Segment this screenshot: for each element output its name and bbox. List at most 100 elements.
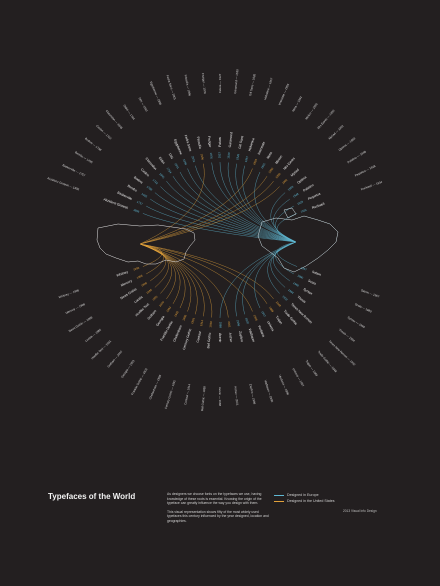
typeface-year-label: 2000	[158, 300, 165, 308]
connection-curve	[242, 241, 297, 315]
typeface-name-label: Frutiger	[207, 136, 212, 149]
typeface-name-label: Garamond	[228, 132, 234, 148]
typeface-outer-label: Century Gothic — 1991	[164, 379, 177, 409]
typeface-year-label: 1845	[158, 172, 165, 180]
typeface-outer-label: Bodoni — 1798	[84, 137, 103, 153]
typeface-name-label: Sabon	[311, 270, 321, 277]
typeface-outer-label: Gill Sans — 1926	[248, 73, 257, 96]
typeface-year-label: 1996	[253, 314, 259, 322]
typeface-name-label: Centaur	[196, 330, 202, 343]
typeface-outer-label: Thesis — 1994	[338, 328, 356, 343]
typeface-outer-label: Centaur — 1914	[183, 383, 191, 405]
typeface-name-label: Trade Gothic	[283, 309, 299, 326]
typeface-outer-label: Clarendon — 1845	[105, 109, 124, 130]
typeface-name-label: Gotham	[147, 309, 158, 321]
typeface-outer-label: Optima — 1958	[338, 136, 357, 152]
legend-label: Designed in Europe	[287, 493, 319, 497]
typeface-outer-label: Filosofia — 1996	[184, 74, 192, 96]
connection-curve	[254, 241, 297, 309]
typeface-name-label: Lucida	[133, 295, 143, 304]
typeface-year-label: 1908	[140, 281, 148, 288]
typeface-outer-label: Garamond — 1530	[233, 69, 240, 94]
typeface-outer-label: Mercury — 1996	[65, 302, 86, 315]
typeface-year-label: 1957	[244, 155, 250, 163]
typeface-year-label: 1990	[297, 274, 305, 281]
typeface-outer-label: Syntax — 1968	[347, 315, 366, 329]
typeface-outer-label: Didot — 1784	[122, 104, 136, 121]
connection-curve	[139, 243, 229, 318]
typeface-name-label: Century Gothic	[182, 328, 193, 351]
typeface-name-label: Bodoni	[133, 175, 144, 185]
connection-curve	[187, 168, 297, 243]
credit-text: 2013 Visual Info Design	[343, 509, 377, 513]
typeface-outer-label: Trajan — 1989	[305, 359, 319, 377]
typeface-year-label: 1996	[136, 273, 144, 280]
typeface-year-label: 1948	[292, 192, 300, 199]
typeface-outer-label: Scala — 1990	[354, 302, 372, 314]
typeface-name-label: Baskerville	[117, 191, 133, 202]
typeface-year-label: 1993	[165, 305, 172, 313]
typeface-name-label: Filosofia	[196, 136, 202, 149]
legend-swatch-europe	[274, 494, 284, 496]
typeface-name-label: Bembo	[127, 184, 138, 193]
typeface-year-label: 1968	[292, 281, 300, 288]
typeface-name-label: Helvetica	[247, 137, 255, 151]
typeface-name-label: Perpetua	[307, 192, 321, 202]
legend-item-us: Designed in the United States	[274, 498, 338, 504]
typeface-outer-label: Archer — 2001	[233, 386, 239, 406]
typeface-outer-label: News Gothic — 1908	[68, 315, 94, 333]
map-outlines	[96, 207, 339, 273]
typeface-name-label: Minion	[274, 154, 283, 164]
typeface-name-label: Palatino	[302, 183, 314, 193]
typeface-name-label: Optima	[296, 175, 307, 185]
typeface-year-label: 2001	[227, 321, 232, 328]
typeface-outer-label: Walbaum — 1800	[263, 380, 274, 404]
typeface-year-label: 1956	[182, 158, 188, 166]
typeface-name-label: Didot	[158, 156, 166, 165]
typeface-outer-label: Minion — 1990	[304, 102, 319, 121]
connection-curve	[142, 213, 297, 243]
typeface-year-label: 1926	[235, 153, 240, 160]
typeface-labels: 1896 Akzidenz Grotesk Akzidenz Grotesk — 1…	[47, 69, 383, 411]
typeface-year-label: 1990	[267, 166, 274, 174]
typeface-name-label: Walbaum	[248, 328, 256, 343]
poster-title: Typefaces of the World	[48, 492, 136, 501]
typeface-name-label: Georgia	[155, 315, 165, 327]
intro-paragraph: This visual representation shows fifty o…	[167, 509, 269, 523]
connection-curve	[219, 241, 297, 318]
typeface-year-label: 1958	[287, 184, 295, 191]
typeface-year-label: 1722	[152, 178, 160, 185]
typeface-outer-label: Bembo — 1495	[74, 150, 94, 164]
typeface-name-label: Gill Sans	[238, 135, 245, 149]
connection-curve	[139, 163, 205, 245]
typeface-year-label: 1991	[151, 294, 159, 301]
typeface-outer-label: Myriad — 1992	[328, 124, 345, 141]
typeface-year-label: 1988	[218, 322, 222, 329]
typeface-name-label: Franklin Gothic	[160, 320, 174, 342]
typeface-outer-label: Georgia — 1993	[120, 359, 136, 379]
typeface-year-label: 1996	[133, 266, 141, 272]
typeface-year-label: 1928	[296, 199, 304, 206]
typeface-name-label: Mrs Eaves	[282, 156, 295, 171]
typeface-year-label: 1996	[200, 153, 205, 160]
typeface-year-label: 1957	[260, 310, 267, 318]
typeface-name-label: Whitney	[116, 270, 129, 278]
typeface-name-label: Meta	[266, 151, 273, 159]
typeface-outer-label: Akzidenz Grotesk — 1896	[47, 176, 80, 191]
connection-curve	[160, 186, 297, 243]
typeface-year-label: 1998	[236, 320, 241, 327]
typeface-year-label: 2001	[191, 155, 197, 163]
typeface-outer-label: Caslon — 1722	[95, 124, 113, 141]
typeface-outer-label: Univers — 1957	[292, 367, 306, 387]
typeface-outer-label: Zapfino — 1998	[249, 384, 257, 405]
united-states-map	[96, 223, 196, 265]
connection-curve	[235, 241, 297, 317]
typeface-year-label: 1976	[209, 152, 214, 159]
typeface-name-label: Syntax	[302, 287, 313, 296]
typeface-name-label: Hoefler Text	[134, 302, 150, 317]
typeface-outer-label: Frutiger — 1976	[201, 73, 207, 95]
typeface-outer-label: Meta — 1991	[291, 95, 303, 112]
typeface-outer-label: Franklin Gothic — 1902	[130, 367, 148, 396]
legend-label: Designed in the United States	[287, 499, 335, 503]
